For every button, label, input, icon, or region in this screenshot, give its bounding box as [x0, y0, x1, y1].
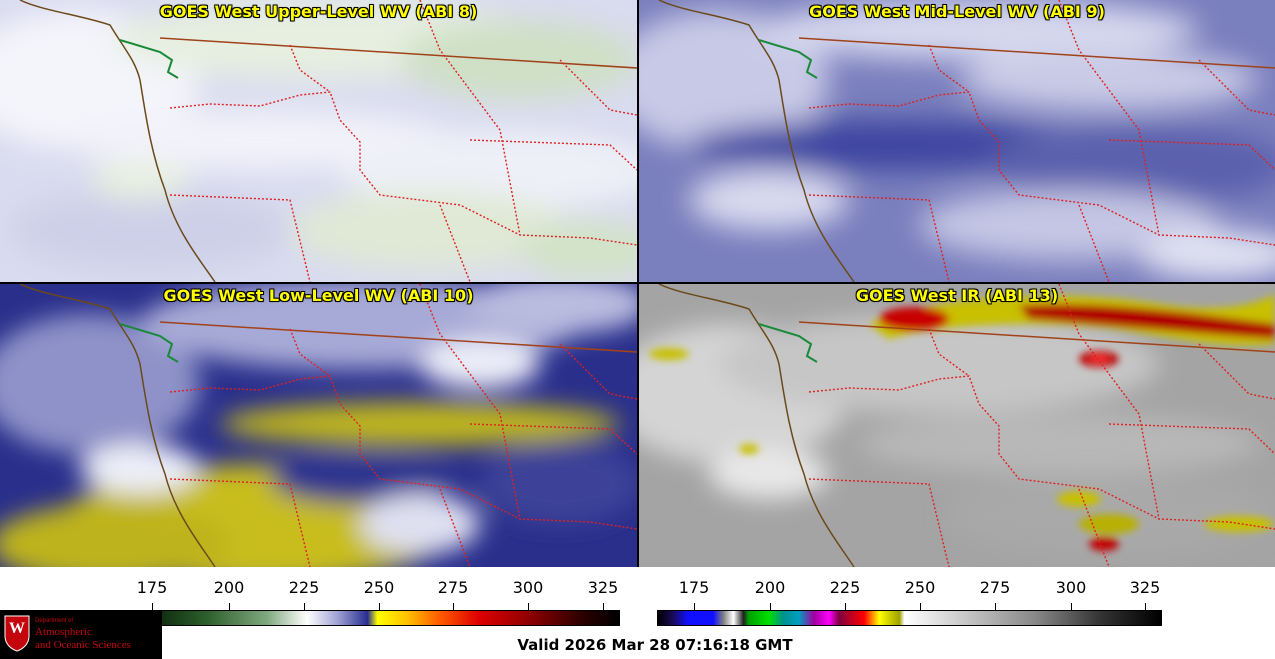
wv-colorbar-tickmark [304, 603, 305, 611]
wv-colorbar-tick-label: 175 [136, 578, 168, 597]
ir-title: GOES West IR (ABI 13) [855, 286, 1059, 305]
upper-level-wv-title: GOES West Upper-Level WV (ABI 8) [159, 2, 478, 21]
logo-department: Department of [35, 618, 74, 624]
wv-colorbar-tickmark [528, 603, 529, 611]
ir-colorbar-tickmark [995, 603, 996, 611]
aos-logo: W Department of Atmospheric and Oceanic … [0, 610, 162, 659]
wv-colorbar-tick-label: 325 [587, 578, 619, 597]
ir-image [639, 284, 1275, 567]
mid-level-wv-title: GOES West Mid-Level WV (ABI 9) [809, 2, 1105, 21]
wv-colorbar-tick-label: 200 [213, 578, 245, 597]
wv-colorbar-gradient [115, 610, 620, 626]
low-level-wv-image [0, 284, 637, 567]
ir-colorbar-tick-label: 200 [754, 578, 786, 597]
wv-colorbar-tickmark [229, 603, 230, 611]
low-level-wv-title: GOES West Low-Level WV (ABI 10) [163, 286, 474, 305]
ir-colorbar-tickmark [920, 603, 921, 611]
wv-colorbar-tickmark [152, 603, 153, 611]
ir-colorbar-gradient [657, 610, 1162, 626]
ir-colorbar-tick-label: 225 [829, 578, 861, 597]
ir-colorbar: 175 200 225 250 275 300 325 [657, 570, 1167, 630]
wv-colorbar: 175 200 225 250 275 300 325 [115, 570, 625, 630]
ir-colorbar-tickmark [845, 603, 846, 611]
ir-colorbar-tickmark [770, 603, 771, 611]
wv-colorbar-tickmark [453, 603, 454, 611]
wv-colorbar-tickmark [379, 603, 380, 611]
upper-level-wv-panel: GOES West Upper-Level WV (ABI 8) [0, 0, 637, 282]
ir-colorbar-tick-label: 250 [904, 578, 936, 597]
wv-colorbar-tickmark [603, 603, 604, 611]
mid-level-wv-panel: GOES West Mid-Level WV (ABI 9) [639, 0, 1275, 282]
wv-colorbar-tick-label: 225 [288, 578, 320, 597]
low-level-wv-panel: GOES West Low-Level WV (ABI 10) [0, 284, 637, 567]
ir-colorbar-tick-label: 300 [1055, 578, 1087, 597]
horizontal-divider [0, 282, 1275, 284]
uw-crest-icon [4, 615, 30, 652]
ir-colorbar-tickmark [1145, 603, 1146, 611]
mid-level-wv-image [639, 0, 1275, 282]
uw-crest-letter: W [9, 620, 25, 637]
valid-time: Valid 2026 Mar 28 07:16:18 GMT [517, 636, 793, 654]
wv-colorbar-tick-label: 250 [363, 578, 395, 597]
ir-colorbar-tick-label: 325 [1129, 578, 1161, 597]
upper-level-wv-image [0, 0, 637, 282]
logo-atmospheric: Atmospheric [35, 626, 92, 638]
wv-colorbar-tick-label: 275 [437, 578, 469, 597]
ir-colorbar-tickmark [1071, 603, 1072, 611]
logo-oceanic-sciences: and Oceanic Sciences [35, 639, 131, 651]
ir-panel: GOES West IR (ABI 13) [639, 284, 1275, 567]
ir-colorbar-tick-label: 275 [979, 578, 1011, 597]
wv-colorbar-tick-label: 300 [512, 578, 544, 597]
ir-colorbar-tick-label: 175 [678, 578, 710, 597]
ir-colorbar-tickmark [694, 603, 695, 611]
